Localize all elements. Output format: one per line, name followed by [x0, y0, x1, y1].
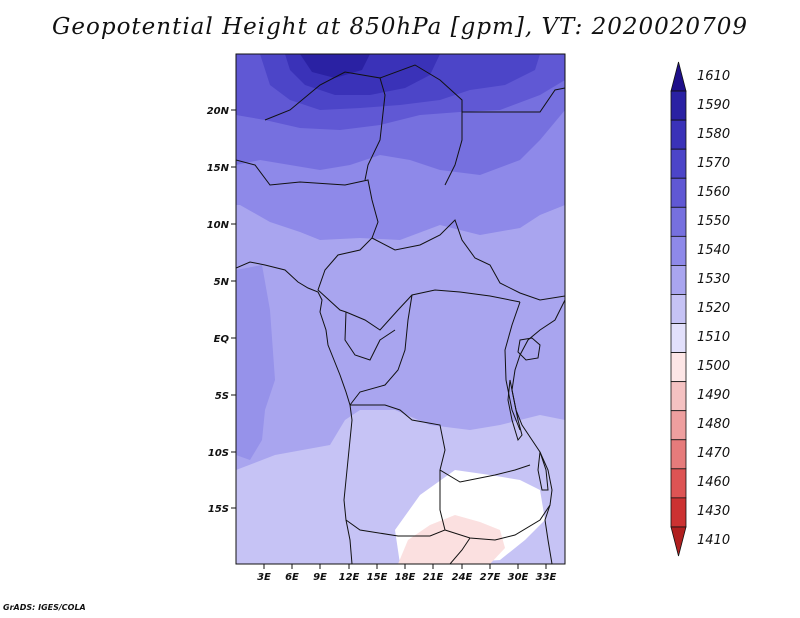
- lon-tick-label: 24E: [452, 572, 473, 583]
- border-west-a: [236, 159, 379, 313]
- lake-malawi: [537, 451, 549, 491]
- lat-axis: [231, 109, 236, 509]
- field-1540-west: [236, 265, 275, 460]
- colorbar-level-label: 1490: [697, 388, 731, 404]
- map-title: Geopotential Height at 850hPa [gpm], VT:…: [52, 14, 748, 40]
- field-1590: [300, 54, 370, 78]
- lon-labels: 3E 6E 9E 12E 15E 18E 21E 24E 27E 30E 33E: [257, 572, 556, 583]
- border-congo: [344, 311, 396, 361]
- colorbar-level-label: 1410: [697, 533, 731, 549]
- border-north-2: [379, 64, 463, 186]
- country-borders: [236, 64, 565, 564]
- field-1500: [398, 515, 505, 564]
- credit-text: GrADS: IGES/COLA: [3, 603, 86, 612]
- map-frame: [235, 53, 566, 565]
- border-mid-a: [371, 219, 565, 301]
- colorbar-level-label: 1470: [697, 446, 731, 462]
- colorbar-level-label: 1530: [697, 271, 731, 287]
- lake-tanganyika: [507, 379, 523, 442]
- colorbar-level-label: 1590: [697, 97, 731, 113]
- border-drc-east: [504, 301, 521, 431]
- lat-tick-label: 10S: [208, 448, 229, 459]
- lon-tick-label: 3E: [257, 572, 271, 583]
- colorbar-level-label: 1500: [697, 359, 731, 375]
- colorbar-swatch: [670, 497, 687, 528]
- border-south-2: [444, 504, 551, 541]
- colorbar: [670, 61, 687, 557]
- lon-tick-label: 27E: [480, 572, 501, 583]
- colorbar-level-label: 1460: [697, 475, 731, 491]
- border-south-1: [345, 470, 446, 537]
- lake-victoria: [517, 337, 541, 361]
- colorbar-swatch: [670, 265, 687, 295]
- colorbar-swatch: [670, 439, 687, 470]
- lon-tick-label: 9E: [313, 572, 327, 583]
- colorbar-level-label: 1550: [697, 213, 731, 229]
- lon-tick-label: 6E: [285, 572, 299, 583]
- colorbar-swatch: [670, 381, 687, 412]
- border-north-3: [462, 87, 565, 113]
- lon-tick-label: 33E: [536, 572, 557, 583]
- coastline-west: [236, 261, 353, 564]
- colorbar-level-label: 1570: [697, 155, 731, 171]
- lat-tick-label: 15S: [208, 504, 229, 515]
- lat-tick-label: 15N: [207, 163, 230, 174]
- lat-labels: 20N 15N 10N 5N EQ 5S 10S 15S: [207, 106, 230, 515]
- border-angola: [350, 404, 531, 483]
- coastline-east: [511, 299, 565, 564]
- colorbar-swatch: [670, 90, 687, 121]
- border-south-3: [449, 537, 471, 564]
- colorbar-swatch: [670, 148, 687, 179]
- lon-axis: [263, 564, 547, 569]
- colorbar-level-label: 1430: [697, 504, 731, 520]
- lat-tick-label: 10N: [207, 220, 230, 231]
- lat-tick-label: 20N: [207, 106, 230, 117]
- colorbar-swatch: [670, 235, 687, 266]
- lon-tick-label: 21E: [423, 572, 444, 583]
- colorbar-level-label: 1480: [697, 417, 731, 433]
- colorbar-level-label: 1580: [697, 126, 731, 142]
- colorbar-swatch: [670, 177, 687, 208]
- lat-tick-label: EQ: [214, 334, 230, 345]
- colorbar-level-label: 1540: [697, 242, 731, 258]
- colorbar-swatch: [670, 119, 687, 150]
- colorbar-swatch: [670, 61, 687, 92]
- lon-tick-label: 30E: [508, 572, 529, 583]
- lon-tick-label: 15E: [367, 572, 388, 583]
- colorbar-swatch: [670, 294, 687, 324]
- colorbar-level-label: 1510: [697, 330, 731, 346]
- lat-tick-label: 5N: [214, 277, 230, 288]
- colorbar-level-label: 1520: [697, 301, 731, 316]
- colorbar-swatch: [670, 526, 687, 557]
- border-drc-west: [349, 294, 413, 406]
- colorbar-swatch: [670, 410, 687, 441]
- colorbar-swatch: [670, 352, 687, 383]
- colorbar-swatch: [670, 468, 687, 499]
- colorbar-level-label: 1560: [697, 184, 731, 200]
- lat-tick-label: 5S: [215, 391, 229, 402]
- colorbar-level-label: 1610: [697, 68, 731, 84]
- height-field: [236, 54, 565, 564]
- colorbar-swatch: [670, 206, 687, 237]
- lon-tick-label: 18E: [395, 572, 416, 583]
- colorbar-swatch: [670, 323, 687, 353]
- lon-tick-label: 12E: [339, 572, 360, 583]
